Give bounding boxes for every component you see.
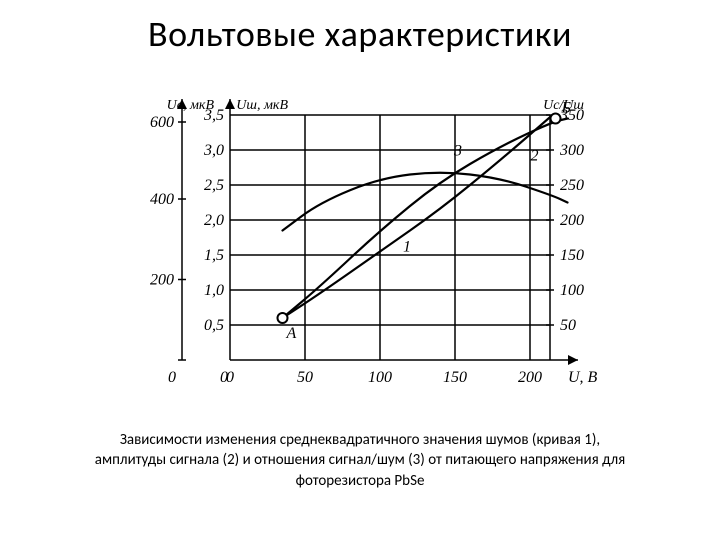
chart-svg: 2004006000501001502002503003500501001502… xyxy=(110,90,610,410)
curve-2 xyxy=(283,119,568,319)
curve-3 xyxy=(283,173,568,231)
svg-text:200: 200 xyxy=(560,212,584,229)
svg-text:400: 400 xyxy=(150,191,174,208)
svg-text:А: А xyxy=(286,325,297,342)
svg-text:2: 2 xyxy=(531,148,539,165)
svg-text:100: 100 xyxy=(368,369,392,386)
svg-text:1,0: 1,0 xyxy=(204,282,224,299)
svg-text:2,0: 2,0 xyxy=(204,212,224,229)
svg-text:1,5: 1,5 xyxy=(204,247,224,264)
svg-text:300: 300 xyxy=(559,142,584,159)
svg-text:Uш, мкВ: Uш, мкВ xyxy=(236,98,288,113)
svg-text:0: 0 xyxy=(168,369,176,386)
svg-text:U, B: U, B xyxy=(568,369,598,386)
page-title: Вольтовые характеристики xyxy=(0,12,720,56)
svg-text:1: 1 xyxy=(403,239,411,256)
svg-text:2,5: 2,5 xyxy=(204,177,224,194)
svg-text:50: 50 xyxy=(297,369,313,386)
svg-text:Б: Б xyxy=(561,100,572,117)
svg-text:600: 600 xyxy=(150,114,174,131)
svg-text:150: 150 xyxy=(560,247,584,264)
svg-text:200: 200 xyxy=(518,369,542,386)
svg-text:0,5: 0,5 xyxy=(204,317,224,334)
svg-text:3: 3 xyxy=(453,143,462,160)
svg-text:200: 200 xyxy=(150,272,174,289)
svg-text:3,0: 3,0 xyxy=(203,142,224,159)
svg-text:Uс, мкВ: Uс, мкВ xyxy=(167,98,215,113)
chart-caption: Зависимости изменения среднеквадратичног… xyxy=(90,430,630,491)
svg-text:250: 250 xyxy=(560,177,584,194)
chart-container: 2004006000501001502002503003500501001502… xyxy=(110,90,610,410)
svg-text:50: 50 xyxy=(560,317,576,334)
svg-text:0: 0 xyxy=(220,369,228,386)
svg-text:150: 150 xyxy=(443,369,467,386)
svg-text:100: 100 xyxy=(560,282,584,299)
curve-1 xyxy=(283,115,553,318)
